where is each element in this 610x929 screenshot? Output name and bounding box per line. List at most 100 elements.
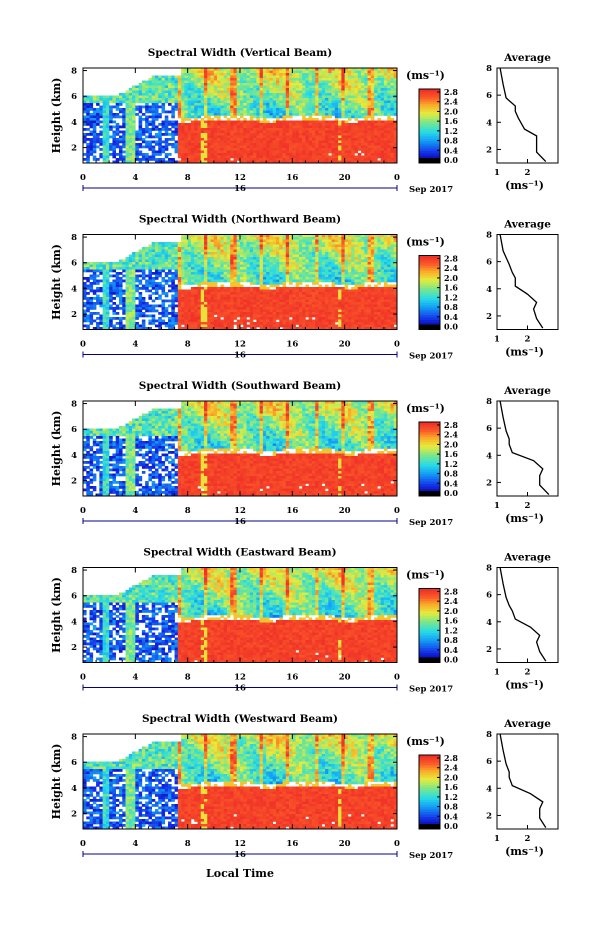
- heatmap-cell: [187, 98, 192, 101]
- heatmap-cell: [289, 140, 293, 144]
- heatmap-cell: [259, 130, 264, 134]
- heatmap-cell: [318, 68, 323, 71]
- heatmap-cell: [220, 78, 224, 81]
- heatmap-cell: [262, 148, 267, 151]
- heatmap-cell: [220, 259, 224, 263]
- heatmap-cell: [200, 299, 205, 303]
- heatmap-cell: [112, 130, 117, 134]
- heatmap-cell: [210, 133, 215, 136]
- heatmap-cell: [266, 85, 270, 89]
- heatmap-cell: [161, 264, 166, 268]
- heatmap-cell: [390, 160, 395, 164]
- heatmap-cell: [249, 294, 254, 298]
- heatmap-cell: [96, 264, 100, 268]
- heatmap-cell: [364, 73, 368, 76]
- heatmap-cell: [217, 68, 221, 71]
- heatmap-cell: [305, 120, 309, 124]
- heatmap-cell: [158, 145, 162, 149]
- heatmap-cell: [122, 279, 126, 283]
- heatmap-cell: [253, 123, 257, 126]
- heatmap-cell: [338, 143, 342, 146]
- heatmap-cell: [357, 145, 362, 149]
- heatmap-cell: [246, 150, 251, 154]
- heatmap-cell: [279, 158, 283, 161]
- heatmap-cell: [86, 264, 90, 268]
- heatmap-cell: [266, 269, 270, 273]
- heatmap-cell: [220, 297, 224, 300]
- heatmap-cell: [226, 75, 231, 79]
- heatmap-cell: [246, 289, 251, 293]
- heatmap-cell: [321, 98, 326, 101]
- heatmap-cell: [151, 105, 156, 109]
- heatmap-cell: [243, 160, 247, 164]
- heatmap-cell: [282, 110, 287, 114]
- heatmap-cell: [262, 155, 267, 159]
- heatmap-cell: [370, 115, 375, 119]
- heatmap-cell: [223, 78, 228, 81]
- heatmap-cell: [164, 294, 169, 298]
- heatmap-cell: [112, 113, 117, 116]
- heatmap-cell: [187, 88, 192, 91]
- heatmap-cell: [207, 257, 211, 260]
- heatmap-cell: [210, 110, 215, 114]
- heatmap-cell: [135, 133, 139, 136]
- heatmap-cell: [158, 95, 162, 99]
- heatmap-cell: [240, 239, 244, 243]
- heatmap-cell: [128, 327, 133, 330]
- heatmap-cell: [207, 90, 211, 94]
- heatmap-cell: [168, 80, 172, 84]
- heatmap-cell: [262, 289, 267, 293]
- heatmap-cell: [236, 158, 241, 161]
- heatmap-cell: [318, 120, 323, 124]
- heatmap-cell: [86, 145, 90, 149]
- heatmap-cell: [204, 150, 208, 154]
- heatmap-cell: [266, 133, 270, 136]
- heatmap-cell: [200, 319, 205, 323]
- heatmap-cell: [164, 125, 169, 129]
- heatmap-cell: [331, 78, 336, 81]
- heatmap-cell: [187, 252, 192, 255]
- heatmap-cell: [249, 153, 254, 156]
- heatmap-cell: [357, 78, 362, 81]
- heatmap-cell: [295, 113, 300, 116]
- heatmap-cell: [253, 148, 257, 151]
- heatmap-cell: [187, 90, 192, 94]
- heatmap-cell: [125, 292, 130, 295]
- heatmap-cell: [217, 247, 221, 250]
- heatmap-cell: [256, 98, 260, 101]
- heatmap-cell: [249, 140, 254, 144]
- heatmap-cell: [305, 110, 309, 114]
- heatmap-cell: [266, 160, 270, 164]
- heatmap-cell: [374, 98, 378, 101]
- heatmap-cell: [148, 78, 152, 81]
- heatmap-cell: [305, 148, 309, 151]
- heatmap-cell: [168, 257, 172, 260]
- heatmap-cell: [325, 128, 329, 131]
- heatmap-cell: [181, 143, 185, 146]
- heatmap-cell: [318, 130, 323, 134]
- heatmap-cell: [246, 249, 251, 253]
- heatmap-cell: [158, 78, 162, 81]
- heatmap-cell: [92, 98, 97, 101]
- heatmap-cell: [383, 105, 388, 109]
- heatmap-cell: [236, 277, 241, 280]
- heatmap-cell: [249, 130, 254, 134]
- heatmap-cell: [233, 244, 238, 248]
- heatmap-cell: [89, 153, 94, 156]
- heatmap-cell: [321, 130, 326, 134]
- heatmap-cell: [220, 103, 224, 106]
- heatmap-cell: [141, 299, 146, 303]
- heatmap-cell: [390, 73, 395, 76]
- heatmap-cell: [282, 123, 287, 126]
- heatmap-cell: [325, 135, 329, 139]
- heatmap-cell: [266, 138, 270, 141]
- heatmap-cell: [298, 105, 303, 109]
- heatmap-cell: [279, 123, 283, 126]
- heatmap-cell: [194, 123, 198, 126]
- heatmap-cell: [383, 88, 388, 91]
- heatmap-cell: [154, 160, 159, 164]
- heatmap-cell: [289, 75, 293, 79]
- heatmap-cell: [168, 143, 172, 146]
- heatmap-cell: [383, 150, 388, 154]
- heatmap-cell: [253, 292, 257, 295]
